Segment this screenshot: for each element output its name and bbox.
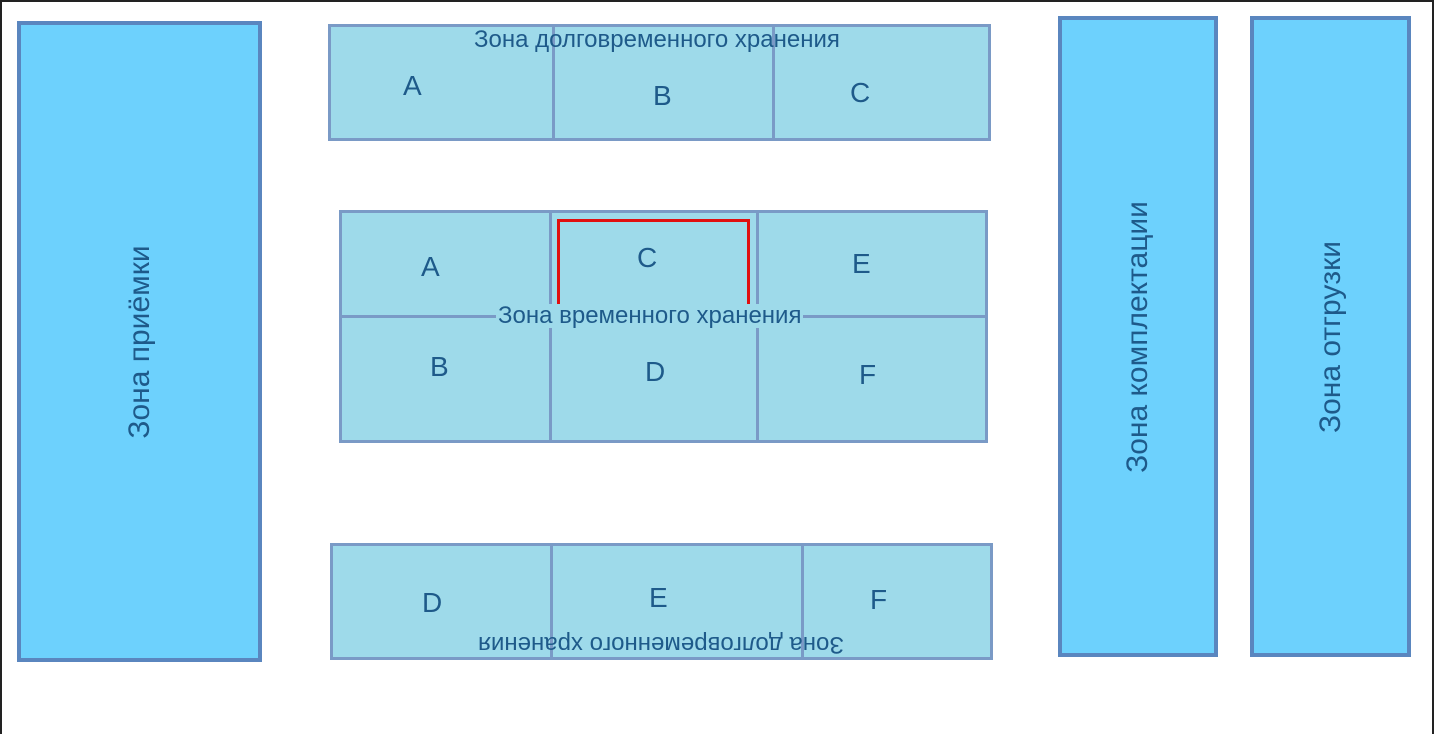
long-term-bottom-title: Зона долговременного хранения (478, 631, 844, 658)
temporary-letter-c: C (637, 242, 658, 273)
long-term-top-letter-b: B (653, 80, 672, 111)
temporary-letter-d: D (645, 356, 666, 387)
temporary-letter-a: A (421, 251, 440, 282)
receiving-zone[interactable]: Зона приёмки (17, 21, 262, 662)
shipping-zone[interactable]: Зона отгрузки (1250, 16, 1411, 657)
temporary-cell-f[interactable] (756, 315, 988, 443)
long-term-top-title: Зона долговременного хранения (474, 26, 840, 53)
temporary-letter-b: B (430, 351, 449, 382)
long-term-top-cell-b[interactable] (552, 24, 775, 141)
long-term-top-letter-c: C (850, 77, 871, 108)
long-term-top-cell-a[interactable] (328, 24, 555, 141)
long-term-bottom-letter-f: F (870, 584, 888, 615)
temporary-storage-title: Зона временного хранения (496, 302, 804, 329)
temporary-letter-e: E (852, 248, 871, 279)
receiving-zone-label: Зона приёмки (122, 244, 156, 439)
long-term-bottom-letter-e: E (649, 582, 668, 613)
long-term-bottom-cell-d[interactable] (330, 543, 553, 660)
long-term-bottom-cell-f[interactable] (801, 543, 993, 660)
long-term-bottom-cell-e[interactable] (550, 543, 804, 660)
temporary-cell-e[interactable] (756, 210, 988, 318)
long-term-bottom-letter-d: D (422, 587, 443, 618)
long-term-top-cell-c[interactable] (772, 24, 991, 141)
temporary-letter-f: F (859, 359, 877, 390)
long-term-top-letter-a: A (403, 70, 422, 101)
picking-zone[interactable]: Зона комплектации (1058, 16, 1218, 657)
temporary-cell-b[interactable] (339, 315, 552, 443)
picking-zone-label: Зона комплектации (1121, 200, 1154, 473)
shipping-zone-label: Зона отгрузки (1313, 240, 1347, 433)
